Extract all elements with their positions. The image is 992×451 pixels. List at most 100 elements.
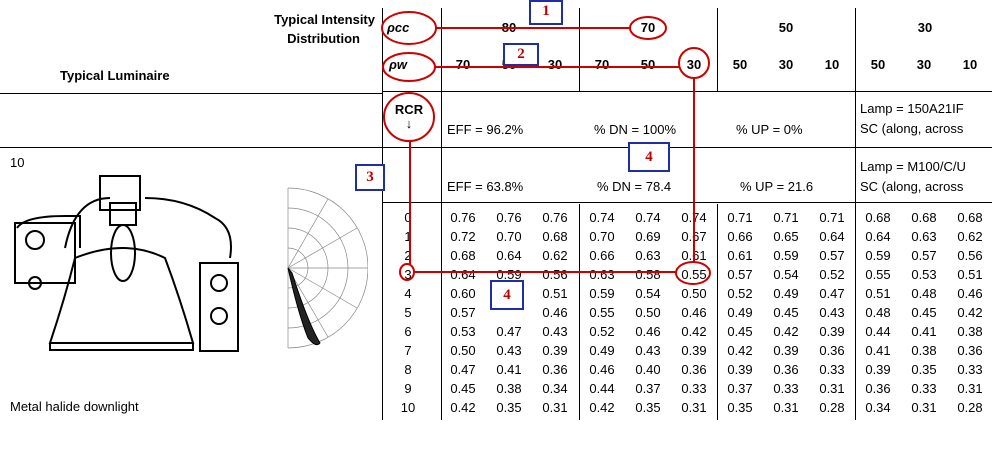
intensity-distribution-label-line1: Typical Intensity (274, 12, 375, 27)
divider (855, 8, 856, 420)
cu-cell: 0.35 (635, 400, 661, 415)
cu-cell: 0.59 (865, 248, 891, 263)
cu-cell: 0.70 (496, 229, 522, 244)
step-1-label: 1 (529, 0, 563, 25)
pw-value: 30 (547, 57, 563, 72)
step-3-label: 3 (355, 164, 385, 191)
cu-cell: 0.52 (819, 267, 845, 282)
cu-cell: 0.37 (727, 381, 753, 396)
cu-cell: 0.65 (773, 229, 799, 244)
rcr-value: 7 (404, 343, 412, 358)
polar-distribution-chart (287, 187, 368, 349)
rcr-value: 1 (404, 229, 412, 244)
cu-cell: 0.51 (957, 267, 983, 282)
divider (0, 147, 992, 148)
pw-value: 70 (455, 57, 471, 72)
divider (441, 8, 442, 420)
cu-cell: 0.50 (450, 343, 476, 358)
divider (383, 91, 992, 92)
cu-cell: 0.39 (819, 324, 845, 339)
cu-cell: 0.37 (635, 381, 661, 396)
cu-cell: 0.50 (681, 286, 707, 301)
cu-cell: 0.63 (911, 229, 937, 244)
cu-cell: 0.53 (450, 324, 476, 339)
pcc-value-50: 50 (778, 20, 794, 35)
pw-value: 70 (594, 57, 610, 72)
cu-cell: 0.31 (957, 381, 983, 396)
pcc-symbol: ρcc (387, 20, 410, 35)
pw-value: 10 (824, 57, 840, 72)
cu-cell: 0.70 (589, 229, 615, 244)
cu-cell: 0.68 (542, 229, 568, 244)
row1-eff: EFF = 96.2% (447, 122, 524, 137)
cu-cell: 0.46 (681, 305, 707, 320)
cu-cell: 0.42 (773, 324, 799, 339)
cu-cell: 0.74 (635, 210, 661, 225)
cu-cell: 0.42 (681, 324, 707, 339)
cu-cell: 0.63 (589, 267, 615, 282)
cu-cell: 0.55 (865, 267, 891, 282)
cu-cell: 0.40 (635, 362, 661, 377)
cu-cell: 0.36 (773, 362, 799, 377)
step-4-label-secondary: 4 (490, 280, 524, 310)
cu-cell: 0.49 (589, 343, 615, 358)
rcr-circle (383, 92, 435, 142)
cu-cell: 0.68 (911, 210, 937, 225)
luminaire-number: 10 (10, 155, 25, 170)
cu-cell: 0.76 (496, 210, 522, 225)
cu-cell: 0.31 (911, 400, 937, 415)
cu-cell: 0.71 (773, 210, 799, 225)
cu-cell: 0.57 (727, 267, 753, 282)
cu-cell: 0.43 (819, 305, 845, 320)
cu-cell: 0.34 (542, 381, 568, 396)
cu-cell: 0.35 (496, 400, 522, 415)
cu-cell: 0.43 (496, 343, 522, 358)
divider (0, 93, 382, 94)
cu-cell: 0.64 (450, 267, 476, 282)
rcr-value: 3 (404, 267, 412, 282)
rcr-value: 4 (404, 286, 412, 301)
cu-cell: 0.42 (450, 400, 476, 415)
rcr-arrow: ↓ (405, 116, 413, 131)
cu-cell: 0.39 (865, 362, 891, 377)
step-2-label: 2 (503, 43, 539, 66)
cu-cell: 0.71 (727, 210, 753, 225)
cu-cell: 0.48 (865, 305, 891, 320)
pw-circle (382, 52, 436, 82)
divider (717, 8, 718, 92)
cu-cell: 0.31 (542, 400, 568, 415)
cu-cell: 0.50 (635, 305, 661, 320)
cu-cell: 0.64 (865, 229, 891, 244)
cu-cell: 0.45 (911, 305, 937, 320)
pcc-value-30: 30 (917, 20, 933, 35)
downlight-drawing (14, 175, 239, 352)
cu-cell: 0.56 (542, 267, 568, 282)
cu-cell: 0.44 (589, 381, 615, 396)
cu-cell: 0.52 (727, 286, 753, 301)
cu-cell: 0.38 (911, 343, 937, 358)
luminaire-name: Metal halide downlight (10, 399, 139, 414)
cu-cell: 0.54 (773, 267, 799, 282)
intensity-distribution-label-line2: Distribution (287, 31, 360, 46)
row1-lamp: Lamp = 150A21IF (860, 101, 964, 116)
cu-cell: 0.74 (589, 210, 615, 225)
cu-cell: 0.48 (911, 286, 937, 301)
cu-cell: 0.47 (450, 362, 476, 377)
cu-cell: 0.49 (773, 286, 799, 301)
cu-cell: 0.59 (496, 267, 522, 282)
cu-cell: 0.51 (542, 286, 568, 301)
cu-cell: 0.46 (542, 305, 568, 320)
cu-cell: 0.31 (681, 400, 707, 415)
cu-cell: 0.58 (635, 267, 661, 282)
rcr-value: 2 (404, 248, 412, 263)
cu-cell: 0.33 (681, 381, 707, 396)
cu-cell: 0.76 (450, 210, 476, 225)
cu-cell: 0.55 (681, 267, 707, 282)
cu-cell: 0.38 (957, 324, 983, 339)
cu-cell: 0.36 (957, 343, 983, 358)
pcc-70-circle (629, 16, 667, 40)
cu-cell: 0.35 (727, 400, 753, 415)
pw-value: 50 (640, 57, 656, 72)
cu-cell: 0.31 (819, 381, 845, 396)
pw-value: 30 (916, 57, 932, 72)
